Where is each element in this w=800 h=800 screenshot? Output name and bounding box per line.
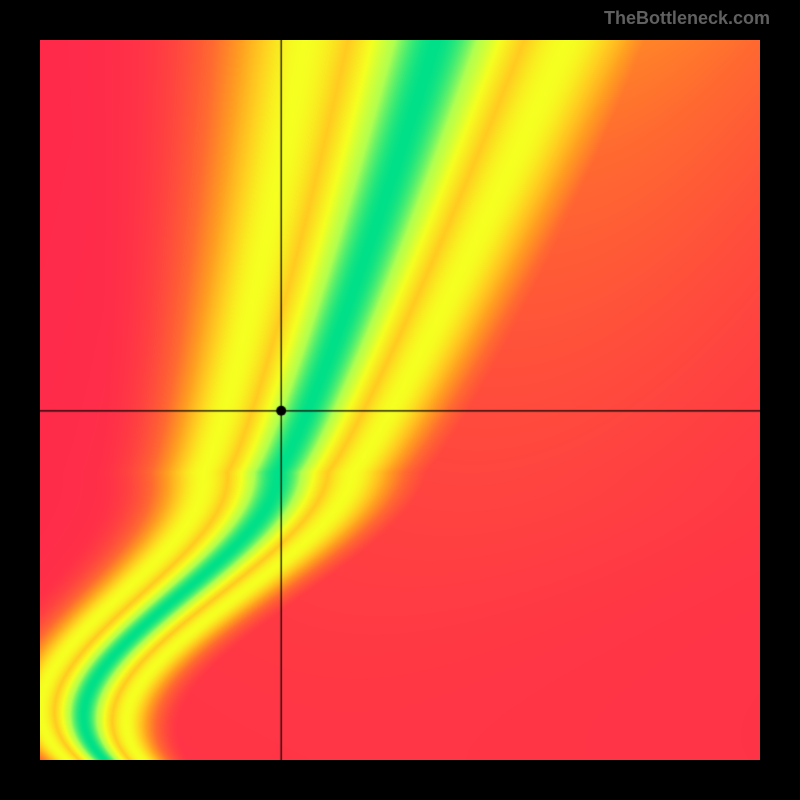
bottleneck-heatmap <box>40 40 760 760</box>
watermark-text: TheBottleneck.com <box>604 8 770 29</box>
